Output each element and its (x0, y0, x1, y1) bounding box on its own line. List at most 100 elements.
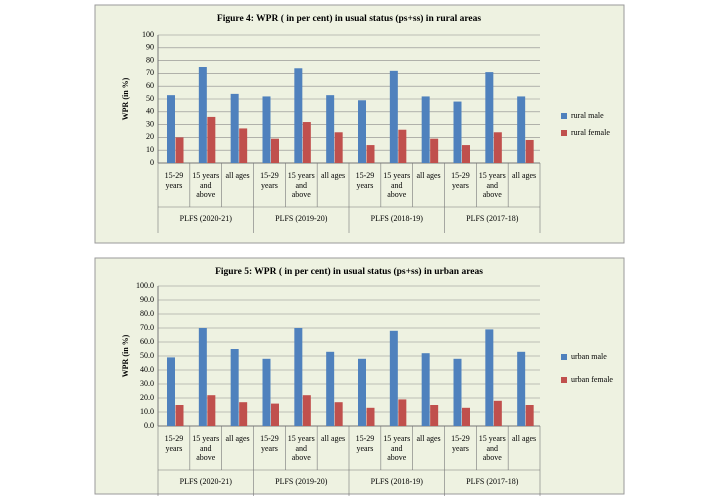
bar (485, 72, 494, 163)
bar (525, 139, 534, 163)
bar (207, 395, 216, 426)
bar (366, 145, 375, 163)
bar (207, 116, 216, 163)
bar (302, 395, 311, 426)
x-tick-label: 15-29 years (164, 434, 184, 453)
bar (517, 96, 526, 163)
y-tick-label: 60 (146, 81, 154, 90)
bar (239, 402, 248, 426)
bar (493, 400, 502, 426)
y-tick-label: 90.0 (140, 295, 154, 304)
bar (462, 145, 470, 163)
y-tick-label: 0 (150, 158, 154, 167)
y-tick-label: 10 (146, 145, 154, 154)
x-tick-label: all ages (225, 171, 250, 180)
y-tick-label: 0.0 (144, 421, 154, 430)
x-tick-label: all ages (511, 434, 537, 443)
x-tick-label: 15 years and above (192, 171, 220, 200)
bar (262, 358, 271, 426)
bar (421, 353, 430, 426)
y-tick-label: 70.0 (140, 323, 154, 332)
legend-label: urban female (571, 375, 613, 384)
bar (453, 101, 462, 163)
bar (334, 132, 343, 163)
bar (167, 95, 175, 163)
legend-swatch (561, 130, 567, 136)
y-tick-label: 90 (146, 43, 154, 52)
y-tick-label: 50.0 (140, 351, 154, 360)
y-tick-label: 30 (146, 119, 154, 128)
bar (398, 399, 407, 426)
y-tick-label: 50 (146, 94, 154, 103)
x-tick-label: all ages (320, 171, 346, 180)
legend-label: urban male (571, 352, 607, 361)
x-tick-label: all ages (225, 434, 250, 443)
x-tick-label: 15 years and above (478, 171, 506, 200)
bar (430, 405, 439, 426)
group-label: PLFS (2018-19) (370, 477, 423, 486)
bar (517, 351, 526, 426)
bar (389, 70, 398, 163)
bar (485, 329, 494, 426)
chart-title: Figure 4: WPR ( in per cent) in usual st… (217, 13, 481, 24)
x-tick-label: 15 years and above (192, 434, 220, 463)
legend-label: rural male (571, 111, 604, 120)
x-tick-label: 15 years and above (287, 434, 315, 463)
bar (334, 402, 343, 426)
bar (294, 328, 303, 426)
x-tick-label: 15-29 years (355, 171, 375, 190)
x-tick-label: 15 years and above (287, 171, 315, 200)
bar (175, 137, 184, 163)
bar (230, 93, 239, 163)
x-tick-label: 15-29 years (164, 171, 184, 190)
x-tick-label: all ages (416, 171, 441, 180)
bar (358, 100, 366, 163)
y-tick-label: 60.0 (140, 337, 154, 346)
y-tick-label: 100 (142, 30, 154, 39)
group-label: PLFS (2020-21) (179, 214, 232, 223)
y-tick-label: 30.0 (140, 379, 154, 388)
legend-swatch (561, 377, 567, 383)
x-tick-label: 15-29 years (355, 434, 375, 453)
y-tick-label: 40.0 (140, 365, 154, 374)
group-label: PLFS (2019-20) (275, 477, 328, 486)
group-label: PLFS (2019-20) (275, 214, 328, 223)
y-tick-label: 40 (146, 107, 154, 116)
group-label: PLFS (2017-18) (466, 477, 519, 486)
y-tick-label: 80.0 (140, 309, 154, 318)
y-tick-label: 70 (146, 68, 154, 77)
bar (326, 95, 335, 163)
legend-label: rural female (571, 128, 610, 137)
chart-title: Figure 5: WPR ( in per cent) in usual st… (215, 266, 483, 277)
group-label: PLFS (2020-21) (179, 477, 232, 486)
group-label: PLFS (2017-18) (466, 214, 519, 223)
bar (198, 328, 207, 426)
bar (326, 351, 335, 426)
group-label: PLFS (2018-19) (370, 214, 423, 223)
x-tick-label: 15 years and above (383, 434, 411, 463)
y-tick-label: 20.0 (140, 393, 154, 402)
y-tick-label: 20 (146, 132, 154, 141)
y-tick-label: 10.0 (140, 407, 154, 416)
bar (271, 138, 279, 163)
bar (525, 405, 534, 426)
bar (389, 330, 398, 426)
x-tick-label: 15-29 years (451, 434, 470, 453)
x-tick-label: 15-29 years (451, 171, 470, 190)
bar (453, 358, 462, 426)
bar (398, 129, 407, 163)
x-tick-label: 15-29 years (260, 434, 279, 453)
x-tick-label: all ages (320, 434, 346, 443)
y-axis-label: WPR (in %) (121, 77, 130, 120)
bar (358, 358, 366, 426)
y-axis-label: WPR (in %) (121, 334, 130, 377)
bar (271, 403, 279, 426)
bar (493, 132, 502, 163)
bar (462, 407, 470, 426)
bar (262, 96, 271, 163)
x-tick-label: 15-29 years (260, 171, 279, 190)
bar (302, 122, 311, 163)
legend-swatch (561, 354, 567, 360)
